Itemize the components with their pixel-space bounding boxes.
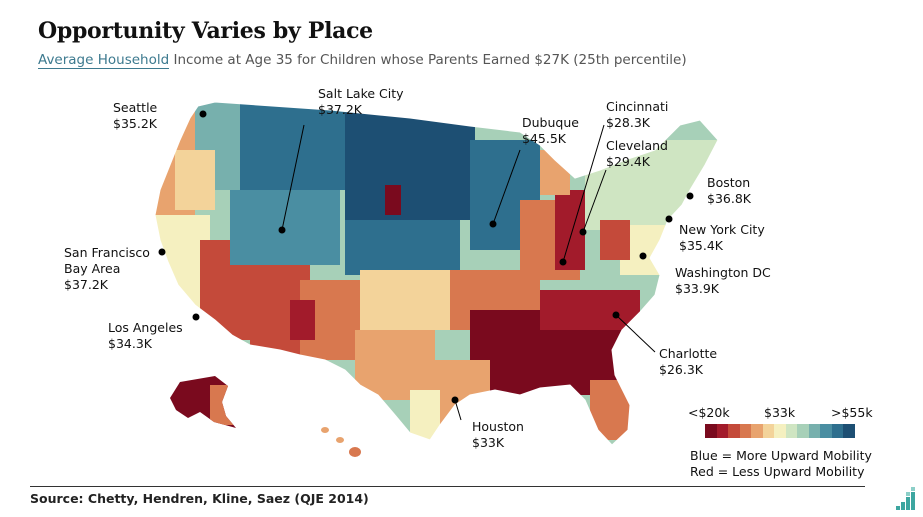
legend-mid-label: $33k	[764, 405, 796, 420]
legend-swatch	[843, 424, 855, 438]
source-note: Source: Chetty, Hendren, Kline, Saez (QJ…	[30, 486, 865, 506]
san-francisco-dot	[158, 248, 166, 256]
city-label-san-francisco: San Francisco Bay Area $37.2K	[64, 245, 150, 292]
city-label-cincinnati: Cincinnati $28.3K	[606, 99, 669, 130]
legend-swatch	[831, 424, 843, 438]
legend-swatch	[808, 424, 820, 438]
subtitle-highlight: Average Household	[38, 52, 170, 69]
new-york-city-dot	[665, 215, 673, 223]
legend-swatch	[820, 424, 832, 438]
washington-dc-dot	[639, 252, 647, 260]
legend-high-label: >$55k	[831, 405, 873, 420]
legend-swatch	[797, 424, 809, 438]
city-label-charlotte: Charlotte $26.3K	[659, 346, 718, 377]
subtitle: Average Household Income at Age 35 for C…	[38, 52, 687, 69]
city-label-seattle: Seattle $35.2K	[113, 100, 158, 131]
legend-swatch	[785, 424, 797, 438]
cincinnati-dot	[559, 258, 567, 266]
legend-note-blue: Blue = More Upward Mobility	[690, 448, 872, 463]
page-title: Opportunity Varies by Place	[38, 18, 373, 44]
alaska-region	[170, 376, 236, 428]
houston-dot	[451, 396, 459, 404]
subtitle-rest: Income at Age 35 for Children whose Pare…	[169, 52, 687, 68]
city-label-houston: Houston $33K	[472, 419, 524, 450]
salt-lake-city-dot	[278, 226, 286, 234]
hawaii-region	[321, 427, 361, 457]
city-label-los-angeles: Los Angeles $34.3K	[108, 320, 183, 351]
legend-swatch	[762, 424, 774, 438]
legend-note-red: Red = Less Upward Mobility	[690, 464, 865, 479]
city-label-washington-dc: Washington DC $33.9K	[675, 265, 771, 296]
city-label-cleveland: Cleveland $29.4K	[606, 138, 668, 169]
city-label-salt-lake-city: Salt Lake City $37.2K	[318, 86, 404, 117]
legend-swatch	[705, 424, 717, 438]
legend-swatch	[716, 424, 728, 438]
boston-dot	[686, 192, 694, 200]
legend-swatch	[774, 424, 786, 438]
legend-note: Blue = More Upward Mobility Red = Less U…	[690, 448, 872, 480]
city-label-new-york-city: New York City $35.4K	[679, 222, 765, 253]
cleveland-dot	[579, 228, 587, 236]
legend-low-label: <$20k	[688, 405, 730, 420]
legend-swatch	[751, 424, 763, 438]
legend-swatch	[739, 424, 751, 438]
dubuque-dot	[489, 220, 497, 228]
city-label-boston: Boston $36.8K	[707, 175, 751, 206]
los-angeles-dot	[192, 313, 200, 321]
legend-color-bar	[705, 424, 855, 438]
charlotte-dot	[612, 311, 620, 319]
seattle-dot	[199, 110, 207, 118]
city-markers	[158, 110, 694, 421]
city-label-dubuque: Dubuque $45.5K	[522, 115, 579, 146]
legend-swatch	[728, 424, 740, 438]
bar-logo-icon	[896, 487, 915, 510]
